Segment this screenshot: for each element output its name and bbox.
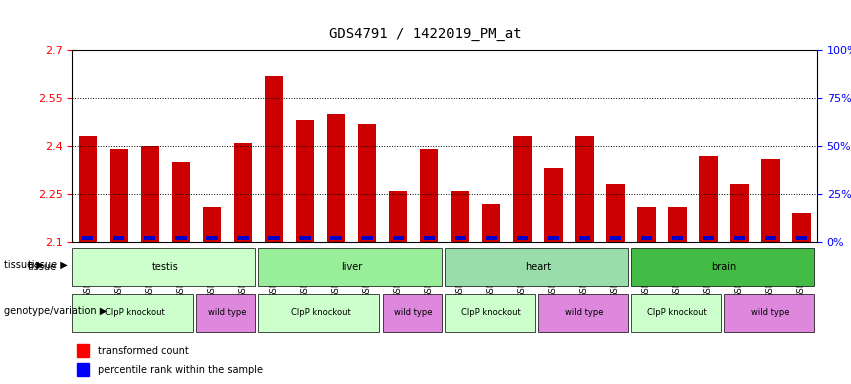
FancyBboxPatch shape — [72, 294, 193, 332]
Bar — [451, 191, 470, 242]
Text: testis: testis — [152, 262, 179, 272]
Text: liver: liver — [341, 262, 363, 272]
Text: genotype/variation ▶: genotype/variation ▶ — [4, 306, 107, 316]
Bar — [482, 204, 500, 242]
Bar — [206, 237, 218, 240]
Bar — [330, 237, 341, 240]
Bar — [265, 76, 283, 242]
Bar — [113, 237, 124, 240]
Bar — [268, 237, 280, 240]
Bar — [77, 363, 89, 376]
Text: ClpP knockout: ClpP knockout — [461, 308, 521, 318]
Bar — [357, 124, 376, 242]
Bar — [609, 237, 621, 240]
Text: percentile rank within the sample: percentile rank within the sample — [98, 364, 263, 375]
Bar — [296, 120, 314, 242]
Bar — [237, 237, 248, 240]
Bar — [424, 237, 435, 240]
Bar — [83, 237, 94, 240]
Bar — [671, 237, 683, 240]
Bar — [454, 237, 465, 240]
Bar — [175, 237, 186, 240]
Bar — [145, 237, 156, 240]
Bar — [78, 136, 97, 242]
Bar — [300, 237, 311, 240]
Bar — [362, 237, 373, 240]
Bar — [110, 149, 129, 242]
Bar — [392, 237, 403, 240]
FancyBboxPatch shape — [259, 294, 380, 332]
Bar — [761, 159, 780, 242]
Bar — [172, 162, 191, 242]
FancyBboxPatch shape — [631, 248, 814, 286]
Text: ClpP knockout: ClpP knockout — [291, 308, 351, 318]
Bar — [579, 237, 590, 240]
Text: tissue: tissue — [28, 262, 57, 272]
Bar — [703, 237, 714, 240]
FancyBboxPatch shape — [724, 294, 814, 332]
FancyBboxPatch shape — [444, 294, 534, 332]
Text: tissue ▶: tissue ▶ — [4, 260, 44, 270]
Text: GDS4791 / 1422019_PM_at: GDS4791 / 1422019_PM_at — [329, 27, 522, 41]
Text: wild type: wild type — [208, 308, 247, 318]
FancyBboxPatch shape — [197, 294, 255, 332]
Bar — [765, 237, 776, 240]
Bar — [140, 146, 159, 242]
Text: ClpP knockout: ClpP knockout — [648, 308, 707, 318]
Bar — [327, 114, 346, 242]
Bar — [548, 237, 559, 240]
Bar — [420, 149, 438, 242]
Bar — [699, 156, 717, 242]
Bar — [606, 184, 625, 242]
FancyBboxPatch shape — [259, 248, 442, 286]
Bar — [389, 191, 408, 242]
Bar — [513, 136, 532, 242]
Bar — [792, 213, 811, 242]
Bar — [641, 237, 652, 240]
Bar — [734, 237, 745, 240]
FancyBboxPatch shape — [538, 294, 628, 332]
Text: wild type: wild type — [565, 308, 603, 318]
Text: transformed count: transformed count — [98, 346, 189, 356]
Text: heart: heart — [525, 262, 551, 272]
Bar — [637, 207, 655, 242]
FancyBboxPatch shape — [444, 248, 628, 286]
Text: brain: brain — [711, 262, 736, 272]
FancyBboxPatch shape — [383, 294, 442, 332]
Bar — [234, 143, 252, 242]
Text: ClpP knockout: ClpP knockout — [105, 308, 164, 318]
Bar — [544, 168, 563, 242]
Bar — [486, 237, 497, 240]
Bar — [668, 207, 687, 242]
FancyBboxPatch shape — [631, 294, 721, 332]
Text: wild type: wild type — [751, 308, 790, 318]
Bar — [575, 136, 593, 242]
Bar — [203, 207, 221, 242]
Text: tissue ▶: tissue ▶ — [28, 260, 68, 270]
Bar — [517, 237, 528, 240]
Text: wild type: wild type — [394, 308, 433, 318]
Bar — [796, 237, 807, 240]
FancyBboxPatch shape — [72, 248, 255, 286]
Bar — [77, 344, 89, 357]
Bar — [730, 184, 749, 242]
